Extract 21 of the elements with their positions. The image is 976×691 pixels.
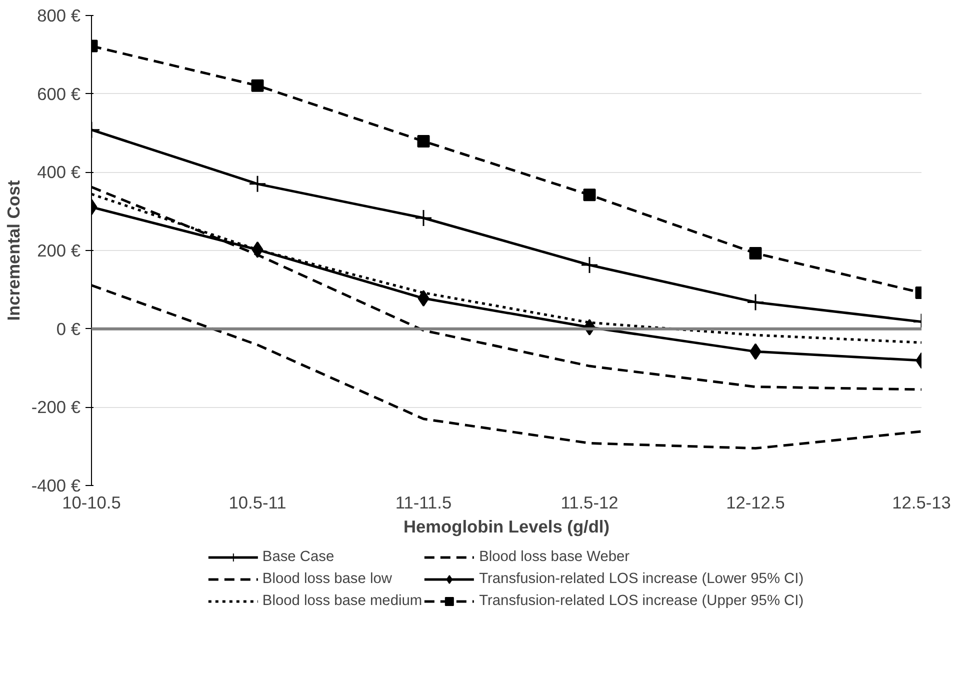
y-tick-label: -400 € (31, 476, 81, 496)
legend-label: Blood loss base medium (262, 593, 422, 609)
y-tick-label: 400 € (37, 162, 81, 182)
y-tick-label: 0 € (56, 318, 81, 339)
legend-label: Base Case (262, 549, 334, 565)
y-tick-label: 200 € (37, 240, 81, 260)
x-tick-label: 12.5-13 (892, 492, 951, 512)
x-tick-label: 11.5-12 (560, 492, 618, 512)
x-tick-label: 10-10.5 (62, 492, 121, 512)
x-tick-label: 11-11.5 (395, 492, 452, 512)
legend-label: Transfusion-related LOS increase (Upper 95% CI) (479, 593, 804, 609)
x-tick-label: 12-12.5 (726, 492, 785, 512)
y-tick-label: 600 € (37, 84, 81, 104)
y-tick-label: 800 € (37, 6, 81, 26)
x-axis-title: Hemoglobin Levels (g/dl) (403, 516, 610, 536)
y-tick-label: -200 € (31, 397, 81, 418)
legend-label: Blood loss base Weber (479, 549, 630, 565)
legend-label: Transfusion-related LOS increase (Lower 95% CI) (479, 571, 804, 587)
x-tick-label: 10.5-11 (228, 492, 286, 512)
legend-label: Blood loss base low (262, 571, 392, 587)
y-axis-title: Incremental Cost (3, 180, 24, 321)
